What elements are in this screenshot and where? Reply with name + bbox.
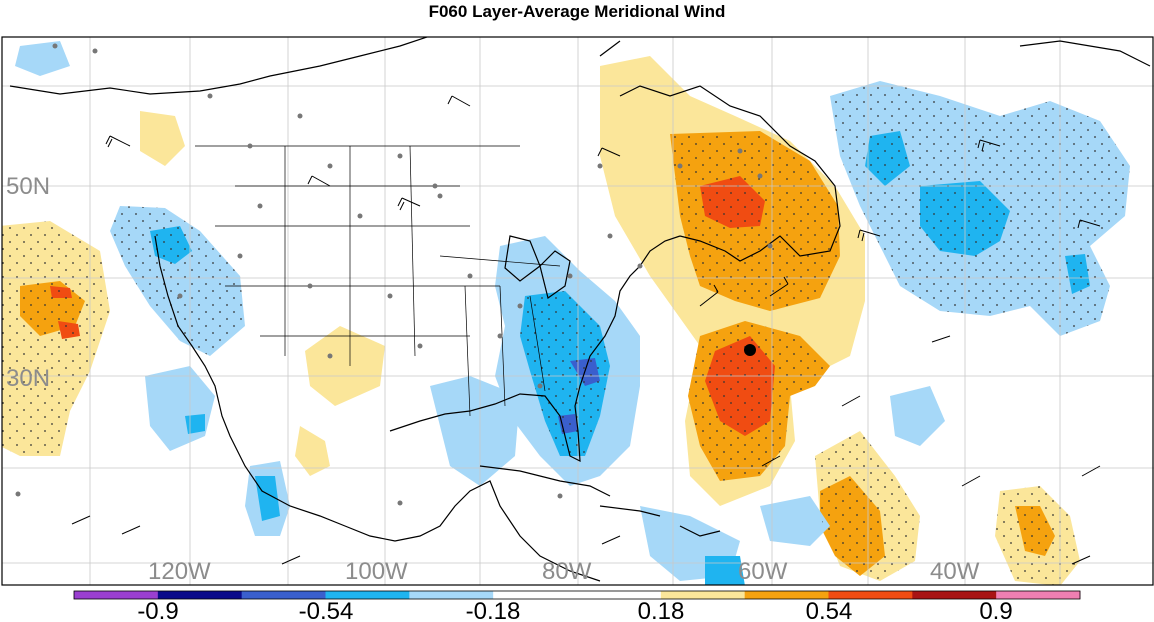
colorbar-cell (157, 591, 243, 599)
colorbar-cell (493, 591, 578, 599)
colorbar-tick-label: -0.18 (466, 598, 521, 622)
map-title: F060 Layer-Average Meridional Wind (428, 2, 726, 21)
colorbar-cell (744, 591, 829, 599)
lon-label: 120W (148, 558, 211, 585)
colorbar-cell (912, 591, 997, 599)
colorbar-tick-label: 0.9 (979, 598, 1012, 622)
colorbar-cell (660, 591, 746, 599)
lon-label: 80W (542, 558, 592, 585)
wind-barbs (71, 95, 1101, 565)
lat-label: 50N (6, 173, 50, 200)
lat-lon-grid (2, 37, 1154, 585)
colorbar-tick-label: 0.18 (638, 598, 685, 622)
map-frame (1, 36, 1154, 586)
lon-label: 100W (345, 558, 408, 585)
colorbar-cell (996, 591, 1081, 599)
colorbar-tick-label: 0.54 (806, 598, 853, 622)
colorbar-tick-label: -0.54 (299, 598, 354, 622)
colorbar-cell (241, 591, 326, 599)
colorbar-cell (325, 591, 410, 599)
colorbar-cell (577, 591, 662, 599)
colorbar-cells (74, 591, 1081, 599)
colorbar-cell (74, 591, 159, 599)
storm-center-marker (744, 344, 756, 356)
colorbar-cell (828, 591, 913, 599)
state-boundaries (195, 145, 561, 417)
meridional-wind-map: 50N 30N 120W 100W 80W 60W 40W (1, 36, 1154, 586)
lon-label: 60W (738, 558, 788, 585)
colorbar-cell (409, 591, 494, 599)
stippling (2, 81, 1130, 585)
colorbar: -0.9 -0.54 -0.18 0.18 0.54 0.9 (73, 590, 1081, 622)
lat-label: 30N (6, 365, 50, 392)
colorbar-frame (73, 590, 1081, 600)
lon-label: 40W (930, 558, 980, 585)
station-dots (15, 43, 773, 506)
colorbar-tick-label: -0.9 (137, 598, 178, 622)
coastlines (9, 37, 1151, 582)
